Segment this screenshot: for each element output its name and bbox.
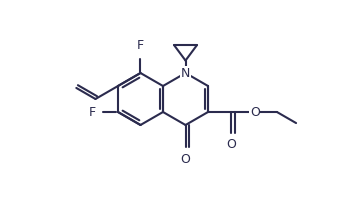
Text: N: N (181, 67, 190, 80)
Text: O: O (226, 138, 237, 151)
Text: O: O (181, 153, 190, 166)
Text: O: O (250, 105, 260, 118)
Text: F: F (137, 39, 144, 52)
Text: F: F (88, 105, 95, 118)
